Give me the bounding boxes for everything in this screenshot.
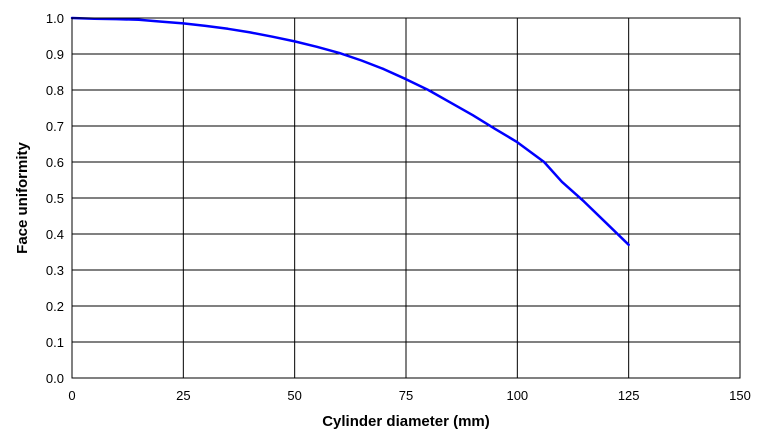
y-tick-label: 0.4 bbox=[46, 227, 64, 242]
y-tick-label: 0.3 bbox=[46, 263, 64, 278]
y-tick-label: 0.7 bbox=[46, 119, 64, 134]
x-tick-label: 0 bbox=[68, 388, 75, 403]
x-tick-label: 75 bbox=[399, 388, 413, 403]
y-tick-label: 0.5 bbox=[46, 191, 64, 206]
x-tick-label: 100 bbox=[506, 388, 528, 403]
y-tick-label: 0.6 bbox=[46, 155, 64, 170]
plot-area-border bbox=[71, 17, 741, 379]
y-tick-label: 0.1 bbox=[46, 335, 64, 350]
x-axis-tick-labels: 0 25 50 75 100 125 150 bbox=[68, 388, 750, 403]
y-tick-label: 0.9 bbox=[46, 47, 64, 62]
series-layer bbox=[70, 16, 630, 247]
y-axis-tick-labels: 0.0 0.1 0.2 0.3 0.4 0.5 0.6 0.7 0.8 0.9 1.0 bbox=[46, 11, 64, 386]
y-axis-title: Face uniformity bbox=[14, 141, 31, 253]
x-tick-label: 50 bbox=[287, 388, 301, 403]
x-tick-label: 125 bbox=[618, 388, 640, 403]
series-line bbox=[70, 16, 630, 247]
y-tick-label: 0.8 bbox=[46, 83, 64, 98]
y-tick-label: 0.0 bbox=[46, 371, 64, 386]
y-tick-label: 0.2 bbox=[46, 299, 64, 314]
x-tick-label: 150 bbox=[729, 388, 751, 403]
x-tick-label: 25 bbox=[176, 388, 190, 403]
x-axis-title: Cylinder diameter (mm) bbox=[322, 413, 490, 430]
y-tick-label: 1.0 bbox=[46, 11, 64, 26]
